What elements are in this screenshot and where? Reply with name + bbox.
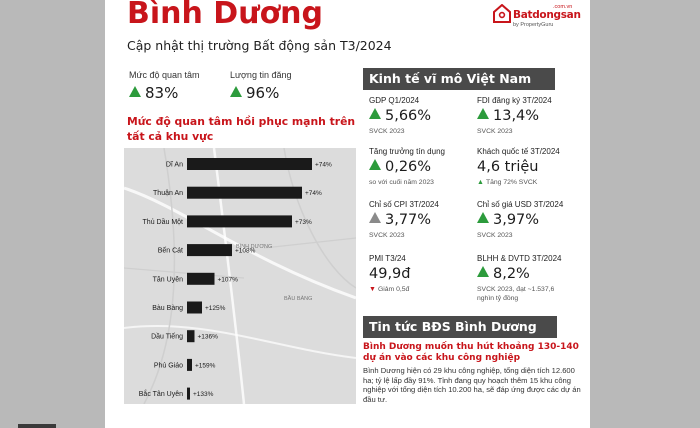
bottom-tab — [18, 424, 56, 428]
macro-label: Chỉ số giá USD 3T/2024 — [477, 200, 564, 209]
bar — [187, 186, 302, 199]
macro-value: 8,2% — [493, 266, 530, 282]
bar — [187, 272, 215, 285]
data-label: +133% — [193, 391, 214, 398]
map-chart: BÌNH DƯƠNG BẦU BÀNG Dĩ An +74% Thuận An +74… — [124, 148, 356, 404]
macro-item: BLHH & DVTD 3T/2024 8,2% SVCK 2023, đạt ~1… — [477, 254, 581, 303]
macro-sub: SVCK 2023, đạt ~1.537,6 nghìn tỷ đồng — [477, 286, 555, 302]
macro-sub: Giảm 0,5đ — [377, 286, 410, 293]
data-label: +159% — [195, 362, 216, 369]
macro-sub: SVCK 2023 — [477, 128, 513, 135]
up-arrow-icon — [230, 86, 242, 97]
category-label: Dầu Tiếng — [151, 332, 183, 341]
up-arrow-icon: ▲ — [477, 179, 484, 186]
macro-sub: Tăng 72% SVCK — [485, 179, 538, 186]
interest-bar-chart: BÌNH DƯƠNG BẦU BÀNG Dĩ An +74% Thuận An +74… — [124, 148, 356, 404]
map-label-bau-bang: BẦU BÀNG — [284, 295, 312, 302]
macro-value: 4,6 triệu — [477, 159, 539, 175]
macro-sub: so với cuối năm 2023 — [369, 179, 434, 186]
gray-up-arrow-icon — [369, 212, 381, 223]
kpi-value: 83% — [145, 84, 179, 102]
brand-domain: .com.vn — [553, 4, 573, 10]
data-label: +125% — [205, 305, 226, 312]
data-label: +136% — [198, 334, 219, 341]
macro-label: GDP Q1/2024 — [369, 96, 420, 105]
bar — [187, 158, 312, 170]
news-title[interactable]: Bình Dương muốn thu hút khoảng 130-140 d… — [363, 342, 579, 363]
map-label-binh-duong: BÌNH DƯƠNG — [236, 243, 272, 250]
macro-label: PMI T3/24 — [369, 254, 406, 263]
bar — [187, 301, 202, 314]
chart-heading: Mức độ quan tâm hồi phục mạnh trên tất c… — [127, 115, 356, 143]
macro-sub: SVCK 2023 — [477, 232, 513, 239]
kpi-label: Lượng tin đăng — [230, 70, 292, 80]
macro-value: 0,26% — [385, 159, 432, 175]
category-label: Bắc Tân Uyên — [139, 389, 183, 398]
category-label: Phú Giáo — [154, 362, 183, 369]
macro-label: FDI đăng ký 3T/2024 — [477, 96, 552, 105]
macro-label: BLHH & DVTD 3T/2024 — [477, 254, 562, 263]
macro-heading: Kinh tế vĩ mô Việt Nam — [363, 68, 555, 90]
macro-label: Khách quốc tế 3T/2024 — [477, 147, 560, 156]
data-label: +73% — [295, 219, 312, 226]
macro-item: PMI T3/24 49,9đ ▼ Giảm 0,5đ — [369, 254, 473, 294]
up-arrow-icon — [477, 212, 489, 223]
down-arrow-icon: ▼ — [369, 286, 376, 293]
data-label: +74% — [315, 162, 332, 169]
macro-label: Tăng trưởng tín dụng — [369, 147, 445, 156]
macro-item: Tăng trưởng tín dụng 0,26% so với cuối năm… — [369, 147, 473, 187]
page-title: Bình Dương — [127, 0, 324, 31]
macro-value: 13,4% — [493, 108, 540, 124]
up-arrow-icon — [369, 108, 381, 119]
kpi-value: 96% — [246, 84, 280, 102]
category-label: Bàu Bàng — [152, 305, 183, 312]
brand-name: Batdongsan — [513, 9, 581, 21]
data-label: +107% — [218, 276, 239, 283]
page-subtitle: Cập nhật thị trường Bất động sản T3/2024 — [127, 38, 392, 53]
category-label: Dĩ An — [166, 162, 183, 169]
macro-item: Chỉ số giá USD 3T/2024 3,97% SVCK 2023 — [477, 200, 581, 240]
kpi-label: Mức độ quan tâm — [129, 70, 200, 80]
up-arrow-icon — [477, 266, 489, 277]
news-body: Bình Dương hiện có 29 khu công nghiệp, t… — [363, 366, 581, 404]
up-arrow-icon — [477, 108, 489, 119]
bar — [187, 330, 195, 343]
bar — [187, 215, 292, 228]
up-arrow-icon — [129, 86, 141, 97]
category-label: Tân Uyên — [153, 276, 183, 283]
news-heading: Tin tức BĐS Bình Dương — [363, 316, 557, 338]
macro-sub: SVCK 2023 — [369, 232, 405, 239]
category-label: Bến Cát — [158, 246, 183, 255]
macro-value: 3,77% — [385, 212, 432, 228]
bar — [187, 387, 190, 400]
brand-byline: by PropertyGuru — [513, 22, 554, 28]
macro-value: 3,97% — [493, 212, 540, 228]
kpi-listings: Lượng tin đăng 96% — [230, 70, 291, 102]
category-label: Thủ Dầu Một — [143, 217, 184, 226]
category-label: Thuận An — [153, 190, 183, 197]
house-logo-icon — [493, 4, 511, 23]
macro-value: 49,9đ — [369, 266, 411, 282]
data-label: +108% — [235, 248, 256, 255]
data-label: +74% — [305, 190, 322, 197]
bar — [187, 358, 192, 371]
map-roads — [124, 148, 356, 404]
brand-logo[interactable]: .com.vn Batdongsan by PropertyGuru — [493, 4, 585, 32]
up-arrow-icon — [369, 159, 381, 170]
macro-sub: SVCK 2023 — [369, 128, 405, 135]
macro-item: FDI đăng ký 3T/2024 13,4% SVCK 2023 — [477, 96, 581, 136]
bar — [187, 244, 232, 257]
kpi-interest: Mức độ quan tâm 83% — [129, 70, 200, 102]
macro-label: Chỉ số CPI 3T/2024 — [369, 200, 439, 209]
macro-item: GDP Q1/2024 5,66% SVCK 2023 — [369, 96, 473, 136]
macro-item: Khách quốc tế 3T/2024 4,6 triệu ▲ Tăng 72% … — [477, 147, 581, 187]
macro-value: 5,66% — [385, 108, 432, 124]
macro-item: Chỉ số CPI 3T/2024 3,77% SVCK 2023 — [369, 200, 473, 240]
report-card: Bình Dương Cập nhật thị trường Bất động … — [105, 0, 590, 428]
